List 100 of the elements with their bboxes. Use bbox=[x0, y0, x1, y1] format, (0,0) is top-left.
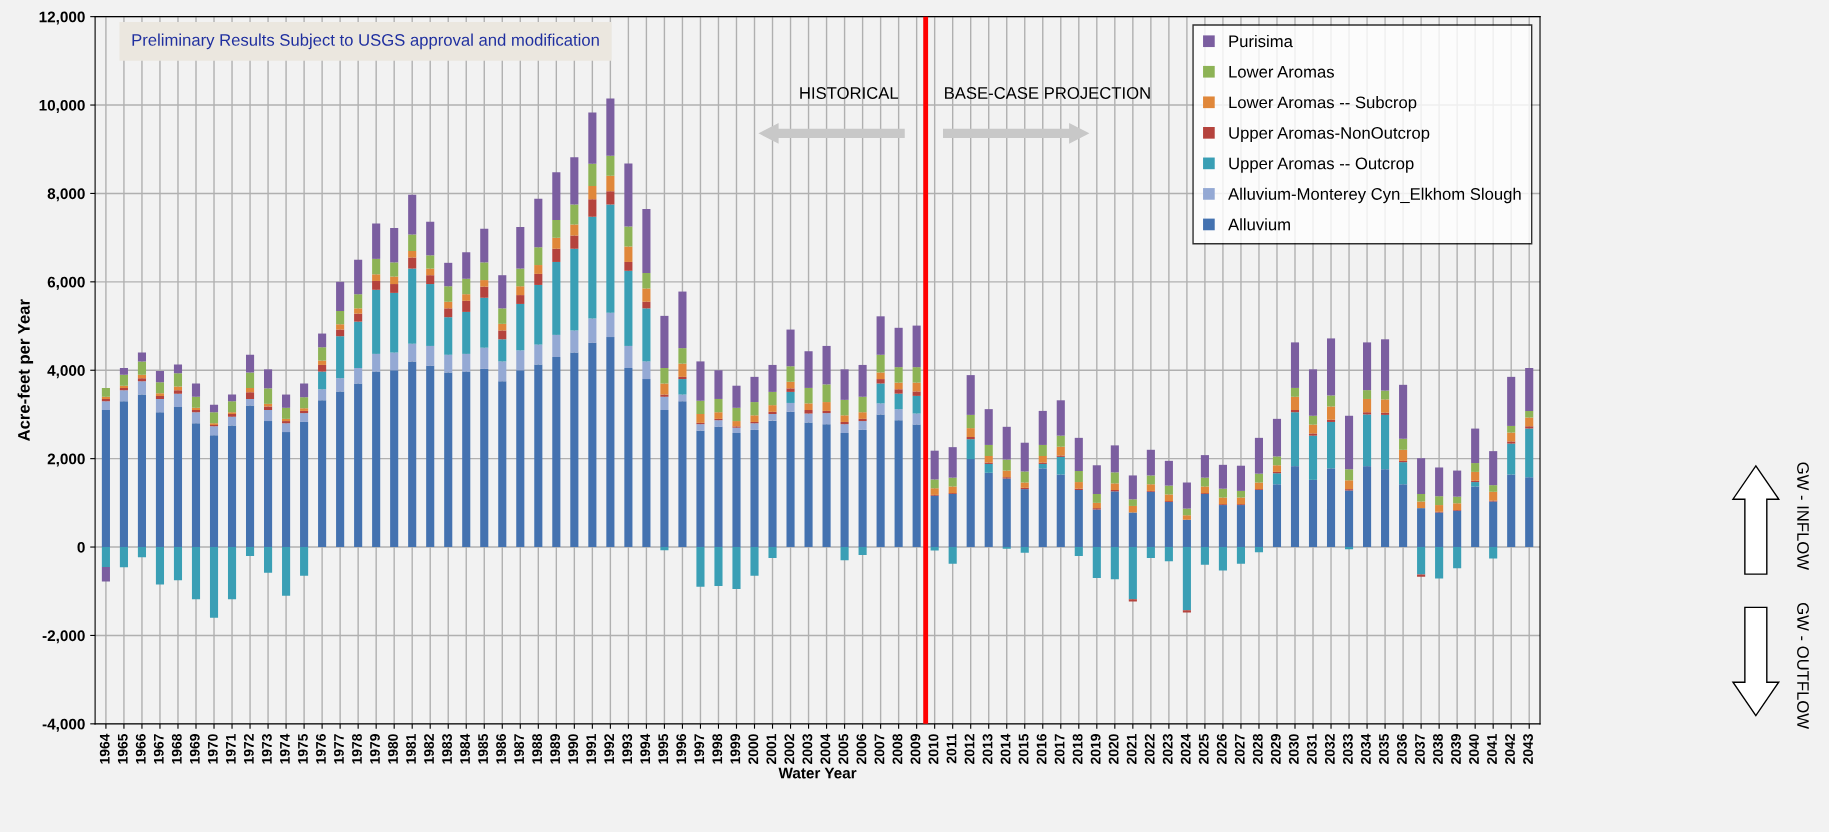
x-tick-label: 2003 bbox=[802, 734, 813, 764]
x-tick-label: 2042 bbox=[1505, 734, 1515, 764]
x-tick-label: 2017 bbox=[1054, 734, 1065, 764]
x-axis-title: Water Year bbox=[778, 767, 857, 779]
x-tick-label: 1994 bbox=[640, 733, 651, 764]
x-tick-label: 1992 bbox=[604, 734, 615, 764]
x-tick-label: 2037 bbox=[1415, 734, 1425, 764]
x-tick-label: 1971 bbox=[225, 733, 236, 764]
x-tick-label: 1988 bbox=[532, 733, 543, 764]
x-tick-label: 1977 bbox=[334, 734, 344, 764]
y-tick-label: 8,000 bbox=[47, 188, 85, 202]
x-tick-label: 1995 bbox=[658, 733, 669, 764]
x-tick-label: 1987 bbox=[514, 734, 525, 764]
x-tick-label: 2029 bbox=[1270, 734, 1281, 764]
x-tick-label: 2032 bbox=[1324, 734, 1335, 764]
x-tick-label: 2041 bbox=[1487, 733, 1497, 764]
x-tick-label: 2009 bbox=[910, 734, 921, 764]
x-tick-label: 1984 bbox=[460, 733, 470, 764]
x-tick-label: 2040 bbox=[1469, 734, 1479, 764]
x-tick-label: 1981 bbox=[406, 733, 416, 764]
y-tick-label: 6,000 bbox=[47, 276, 85, 290]
legend-label: Alluvium-Monterey Cyn_Elkhom Slough bbox=[1228, 187, 1521, 204]
x-tick-label: 2031 bbox=[1306, 733, 1317, 764]
y-tick-label: 10,000 bbox=[39, 99, 85, 113]
y-axis-title: Acre-feet per Year bbox=[17, 299, 34, 442]
annotation: Preliminary Results Subject to USGS approval and modification bbox=[132, 33, 599, 50]
y-tick-label: -4,000 bbox=[42, 718, 85, 732]
x-tick-label: 2013 bbox=[982, 734, 993, 764]
y-tick-label: 0 bbox=[77, 541, 85, 553]
x-tick-label: 1979 bbox=[370, 734, 380, 764]
legend-label: Lower Aromas bbox=[1229, 66, 1334, 78]
annotation: BASE-CASE PROJECTION bbox=[945, 87, 1150, 99]
x-tick-label: 2006 bbox=[856, 734, 867, 764]
x-tick-label: 2034 bbox=[1360, 733, 1371, 764]
y-tick-label: 2,000 bbox=[47, 453, 85, 467]
x-tick-label: 2015 bbox=[1018, 733, 1029, 764]
x-tick-label: 2021 bbox=[1126, 733, 1137, 764]
x-tick-label: 1978 bbox=[352, 733, 362, 764]
legend-label: Upper Aromas -- Outcrop bbox=[1229, 157, 1414, 173]
x-tick-label: 2035 bbox=[1378, 733, 1389, 764]
x-tick-label: 2016 bbox=[1036, 734, 1047, 764]
x-tick-label: 1997 bbox=[694, 734, 705, 764]
y-tick-label: -2,000 bbox=[42, 630, 85, 644]
x-tick-label: 2002 bbox=[784, 734, 795, 764]
x-tick-label: 2026 bbox=[1216, 734, 1227, 764]
x-tick-label: 2022 bbox=[1144, 734, 1155, 764]
x-tick-label: 2000 bbox=[748, 734, 759, 764]
x-tick-label: 1991 bbox=[586, 733, 597, 764]
x-tick-label: 2018 bbox=[1072, 733, 1083, 764]
legend-label: Lower Aromas -- Subcrop bbox=[1229, 96, 1417, 112]
legend-label: Purisima bbox=[1229, 34, 1293, 48]
x-tick-label: 2033 bbox=[1342, 734, 1353, 764]
x-tick-label: 2027 bbox=[1234, 734, 1245, 764]
annotation: HISTORICAL bbox=[800, 87, 899, 99]
x-tick-label: 2043 bbox=[1523, 734, 1533, 764]
x-tick-label: 1983 bbox=[442, 734, 452, 764]
x-tick-label: 1972 bbox=[243, 734, 254, 764]
x-tick-label: 1996 bbox=[676, 734, 687, 764]
x-tick-label: 2020 bbox=[1108, 734, 1119, 764]
x-tick-label: 1965 bbox=[117, 733, 128, 764]
text: GW - INFLOW bbox=[1797, 462, 1809, 570]
x-tick-label: 2038 bbox=[1433, 733, 1443, 764]
x-tick-label: 2007 bbox=[874, 734, 885, 764]
x-tick-label: 2012 bbox=[964, 734, 975, 764]
x-tick-label: 2010 bbox=[928, 734, 939, 764]
x-tick-label: 1968 bbox=[171, 733, 182, 764]
x-tick-label: 1993 bbox=[622, 734, 633, 764]
x-tick-label: 2024 bbox=[1180, 733, 1191, 764]
x-tick-label: 2036 bbox=[1396, 734, 1407, 764]
x-tick-label: 2001 bbox=[766, 733, 777, 764]
x-tick-label: 1986 bbox=[496, 734, 507, 764]
x-tick-label: 1974 bbox=[279, 733, 290, 764]
x-tick-label: 2008 bbox=[892, 733, 903, 764]
x-tick-label: 2014 bbox=[1000, 733, 1011, 764]
x-tick-label: 2005 bbox=[838, 733, 849, 764]
legend-label: Alluvium bbox=[1228, 218, 1290, 231]
x-tick-label: 2039 bbox=[1451, 734, 1461, 764]
x-tick-label: 1970 bbox=[207, 734, 218, 764]
x-tick-label: 2011 bbox=[946, 733, 957, 764]
y-tick-label: 4,000 bbox=[47, 365, 85, 379]
y-tick-label: 12,000 bbox=[39, 11, 85, 25]
x-tick-label: 1985 bbox=[478, 733, 488, 764]
text: GW - OUTFLOW bbox=[1797, 603, 1809, 729]
x-tick-label: 1975 bbox=[297, 733, 308, 764]
x-tick-label: 1980 bbox=[388, 734, 398, 764]
x-tick-label: 1966 bbox=[135, 734, 146, 764]
x-tick-label: 1998 bbox=[712, 733, 723, 764]
x-tick-label: 1973 bbox=[261, 734, 272, 764]
x-tick-label: 2028 bbox=[1252, 733, 1263, 764]
x-tick-label: 1976 bbox=[316, 734, 326, 764]
x-tick-label: 1964 bbox=[99, 733, 110, 764]
legend-label: Upper Aromas-NonOutcrop bbox=[1229, 127, 1430, 143]
x-tick-label: 2019 bbox=[1090, 734, 1101, 764]
x-tick-label: 2030 bbox=[1288, 734, 1299, 764]
x-tick-label: 2023 bbox=[1162, 734, 1173, 764]
x-tick-label: 2025 bbox=[1198, 733, 1209, 764]
x-tick-label: 1990 bbox=[568, 734, 579, 764]
x-tick-label: 1999 bbox=[730, 734, 741, 764]
x-tick-label: 1982 bbox=[424, 734, 434, 764]
x-tick-label: 1989 bbox=[550, 734, 561, 764]
